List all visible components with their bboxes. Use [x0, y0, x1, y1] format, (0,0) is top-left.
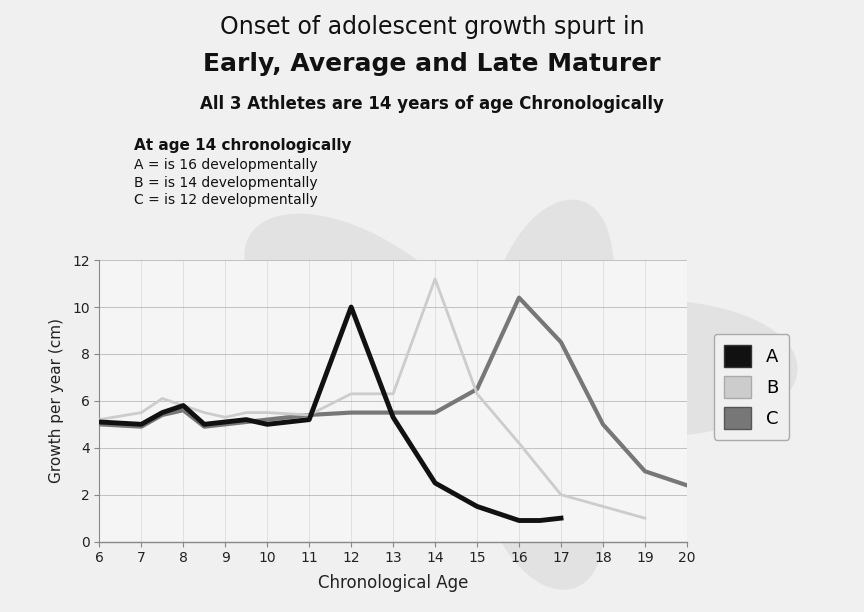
- C: [598, 420, 608, 428]
- B: [556, 491, 566, 498]
- B: [388, 390, 398, 398]
- A: [241, 416, 251, 424]
- B: [304, 411, 314, 419]
- C: [682, 482, 692, 489]
- C: [388, 409, 398, 416]
- B: [157, 395, 168, 402]
- Line: A: A: [99, 307, 561, 520]
- B: [241, 409, 251, 416]
- C: [556, 338, 566, 346]
- B: [220, 414, 231, 421]
- Y-axis label: Growth per year (cm): Growth per year (cm): [48, 318, 64, 483]
- C: [262, 416, 272, 424]
- C: [639, 468, 650, 475]
- Text: Early, Average and Late Maturer: Early, Average and Late Maturer: [203, 52, 661, 76]
- B: [262, 409, 272, 416]
- C: [178, 406, 188, 414]
- Legend: A, B, C: A, B, C: [714, 334, 789, 439]
- A: [388, 414, 398, 421]
- Text: Onset of adolescent growth spurt in: Onset of adolescent growth spurt in: [219, 15, 645, 39]
- B: [178, 402, 188, 409]
- B: [514, 439, 524, 447]
- C: [137, 423, 147, 430]
- B: [639, 515, 650, 522]
- A: [430, 479, 441, 487]
- C: [430, 409, 441, 416]
- C: [472, 386, 482, 393]
- C: [94, 420, 105, 428]
- B: [137, 409, 147, 416]
- Text: B = is 14 developmentally: B = is 14 developmentally: [134, 176, 318, 190]
- C: [199, 423, 209, 430]
- A: [514, 517, 524, 524]
- A: [220, 419, 231, 426]
- B: [472, 390, 482, 398]
- Text: C = is 12 developmentally: C = is 12 developmentally: [134, 193, 318, 207]
- C: [220, 420, 231, 428]
- A: [346, 304, 356, 311]
- A: [157, 409, 168, 416]
- A: [178, 402, 188, 409]
- X-axis label: Chronological Age: Chronological Age: [318, 573, 468, 592]
- A: [199, 420, 209, 428]
- B: [598, 503, 608, 510]
- Line: B: B: [99, 279, 645, 518]
- B: [430, 275, 441, 283]
- A: [262, 420, 272, 428]
- Text: All 3 Athletes are 14 years of age Chronologically: All 3 Athletes are 14 years of age Chron…: [200, 95, 664, 113]
- A: [556, 515, 566, 522]
- C: [241, 419, 251, 426]
- Line: C: C: [99, 297, 687, 485]
- Text: At age 14 chronologically: At age 14 chronologically: [134, 138, 352, 153]
- C: [514, 294, 524, 301]
- A: [472, 503, 482, 510]
- B: [199, 409, 209, 416]
- A: [304, 416, 314, 424]
- A: [137, 420, 147, 428]
- C: [346, 409, 356, 416]
- A: [535, 517, 545, 524]
- B: [94, 416, 105, 424]
- C: [157, 411, 168, 419]
- A: [94, 419, 105, 426]
- C: [304, 411, 314, 419]
- Text: A = is 16 developmentally: A = is 16 developmentally: [134, 158, 318, 172]
- B: [346, 390, 356, 398]
